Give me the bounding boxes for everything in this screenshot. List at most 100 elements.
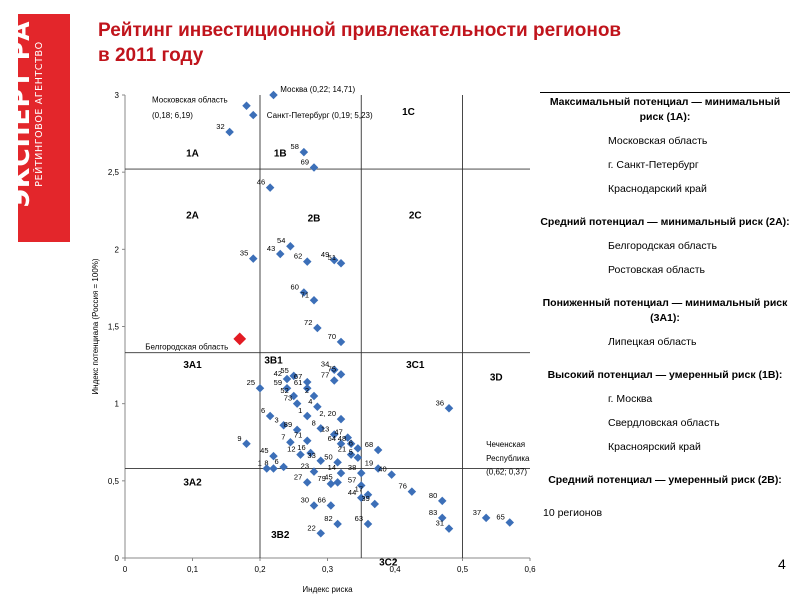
data-point-label: 39 (361, 494, 369, 503)
legend-group-header: Высокий потенциал — умеренный риск (1В): (547, 369, 783, 381)
data-point-label: 13 (321, 425, 329, 434)
data-point-label: 32 (216, 122, 224, 131)
legend-group-item: Свердловская область (608, 417, 720, 429)
page-title-line-2: в 2011 году (98, 45, 204, 66)
legend-group: Средний потенциал — минимальный риск (2А… (540, 215, 790, 278)
data-point-label: 6 (261, 406, 265, 415)
data-point (242, 101, 251, 111)
data-point-label: 89 (284, 420, 292, 429)
data-point (292, 399, 302, 408)
data-point-label: 49 (321, 250, 329, 259)
data-point (336, 468, 346, 478)
data-point (276, 249, 285, 259)
data-point-label: 8 (312, 418, 316, 427)
data-point-label: 1 (258, 458, 262, 467)
data-point (279, 421, 288, 430)
data-point-label: 83 (429, 508, 437, 517)
data-point-label: 3 (274, 415, 278, 424)
data-point (373, 464, 383, 473)
data-point (286, 242, 295, 251)
data-point-label: 23 (301, 462, 309, 471)
data-point-label: 2, 20 (319, 409, 336, 418)
data-point (313, 323, 322, 333)
data-point-label: 58 (291, 142, 299, 151)
legend-group-item: г. Москва (608, 393, 653, 405)
chart-annotation: (0,18; 6,19) (152, 111, 193, 120)
data-point (309, 391, 319, 401)
data-point (357, 481, 366, 490)
data-point (249, 110, 258, 120)
chart-annotation: Санкт-Петербург (0,19; 5,23) (267, 111, 373, 120)
zone-label: 2B (308, 214, 321, 225)
data-point (303, 383, 312, 393)
data-point (505, 518, 514, 527)
data-point (296, 450, 305, 459)
data-point-label: 71 (301, 290, 309, 299)
zone-label: 1C (402, 107, 415, 118)
y-tick-label: 0,5 (108, 477, 120, 486)
data-point (303, 478, 312, 487)
data-point (330, 430, 339, 439)
data-point (333, 478, 342, 487)
legend-group-item: Красноярский край (608, 441, 701, 453)
data-point (444, 524, 454, 533)
data-point-label: 59 (274, 378, 282, 387)
data-point-label: 60 (291, 283, 299, 292)
zone-label: 3C1 (406, 360, 425, 371)
page-title-line-1: Рейтинг инвестиционной привлекательности… (98, 20, 622, 41)
data-point (316, 424, 325, 433)
data-point-label: 31 (436, 519, 444, 528)
legend-group-item: Ростовская область (608, 264, 706, 276)
data-point-label: 55 (280, 366, 288, 375)
legend-panel: Максимальный потенциал — минимальный рис… (540, 92, 790, 520)
data-point (336, 439, 346, 449)
y-tick-label: 1,5 (108, 323, 120, 332)
data-point (289, 391, 298, 401)
data-point-label: 45 (324, 472, 332, 481)
data-point (242, 439, 251, 449)
data-point-label: 66 (318, 496, 326, 505)
legend-group: Высокий потенциал — умеренный риск (1В):… (540, 368, 790, 455)
data-point-label: 47 (334, 428, 342, 437)
data-point-label: 62 (294, 252, 302, 261)
data-point (286, 438, 295, 447)
data-point (316, 529, 325, 538)
zone-label: 3B2 (271, 530, 290, 541)
data-point (282, 383, 292, 393)
data-point (309, 501, 319, 510)
data-point (387, 470, 396, 479)
data-point-label: 64 (328, 434, 336, 443)
data-point-label: 34 (321, 360, 329, 369)
y-axis-label: Индекс потенциала (Россия = 100%) (91, 258, 100, 394)
data-point (481, 513, 491, 523)
y-tick-label: 3 (115, 91, 120, 100)
data-point-label: 50 (324, 452, 332, 461)
legend-group-header: Максимальный потенциал — минимальный рис… (549, 96, 781, 123)
data-point (330, 376, 339, 385)
zone-label: 3C2 (379, 558, 398, 569)
data-point (336, 370, 346, 379)
data-point-label: 30 (301, 496, 309, 505)
zone-label: 3D (490, 373, 503, 384)
legend-group: Пониженный потенциал — минимальный риск … (540, 296, 790, 350)
zone-label: 3A1 (183, 360, 202, 371)
y-tick-label: 2 (115, 245, 120, 254)
data-point-label: 14 (328, 463, 336, 472)
data-point-label: 44 (348, 488, 356, 497)
data-point-label: 25 (247, 378, 255, 387)
data-point (289, 371, 298, 381)
data-point-label: 52 (280, 386, 288, 395)
data-point (353, 444, 363, 453)
data-point (309, 163, 319, 172)
data-point-label: 68 (365, 440, 373, 449)
data-point-label: 46 (257, 178, 265, 187)
data-point (363, 490, 373, 499)
x-axis-label: Индекс риска (302, 585, 353, 594)
data-point (299, 147, 309, 157)
data-point (292, 425, 302, 435)
data-point (407, 487, 417, 496)
data-point-label: 22 (307, 523, 315, 532)
data-point-label: 72 (304, 318, 312, 327)
data-point-label: 73 (284, 394, 292, 403)
